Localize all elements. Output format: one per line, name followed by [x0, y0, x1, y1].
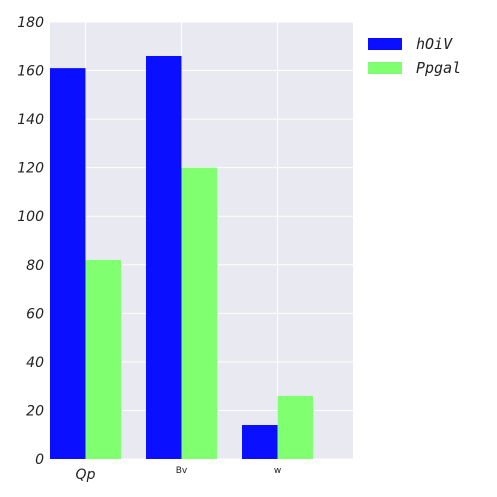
x-axis: Qp Bv w	[76, 466, 282, 483]
legend-swatch-0	[368, 38, 402, 50]
y-tick-label: 180	[17, 15, 44, 31]
legend: hOiV Ppgal	[368, 35, 461, 77]
y-tick-label: 20	[26, 403, 44, 419]
y-tick-label: 120	[17, 161, 44, 177]
x-tick-label: w	[274, 466, 281, 476]
bar	[50, 68, 86, 459]
legend-swatch-1	[368, 62, 402, 74]
y-tick-label: 80	[26, 258, 44, 274]
x-tick-label: Qp	[76, 467, 96, 483]
bars	[50, 55, 313, 459]
bar	[242, 425, 278, 459]
legend-label-1: Ppgal	[416, 59, 461, 77]
bar	[181, 167, 217, 459]
y-tick-label: 40	[26, 355, 44, 371]
y-tick-label: 100	[17, 209, 44, 225]
y-tick-label: 60	[26, 306, 44, 322]
y-tick-label: 160	[17, 64, 44, 80]
y-tick-label: 0	[35, 452, 44, 468]
bar	[146, 55, 182, 459]
y-tick-label: 140	[17, 112, 44, 128]
bar	[277, 395, 313, 459]
x-tick-label: Bv	[176, 466, 188, 476]
legend-label-0: hOiV	[416, 35, 453, 53]
y-axis: 0 20 40 60 80 100 120 140 160 180	[17, 15, 44, 468]
bar	[85, 259, 121, 459]
